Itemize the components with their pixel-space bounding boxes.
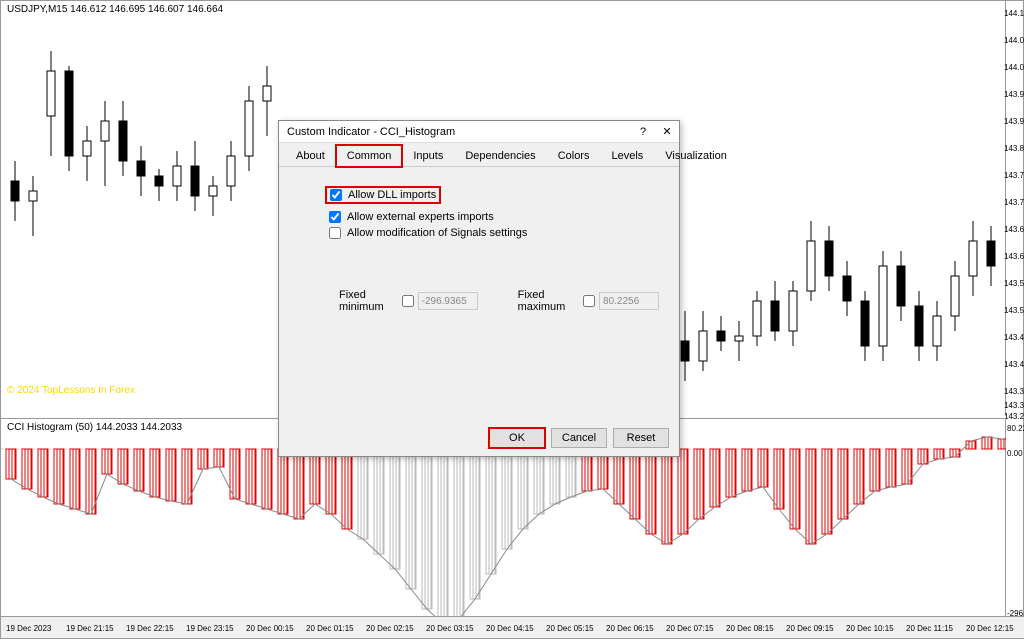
indicator-tick: 0.00 xyxy=(1007,449,1023,458)
fixed-maximum-group: Fixed maximum xyxy=(518,289,659,313)
price-tick: 143.960 xyxy=(1004,90,1024,99)
fixed-max-label: Fixed maximum xyxy=(518,289,579,313)
allow-dll-checkbox-row[interactable]: Allow DLL imports xyxy=(326,187,440,203)
time-tick: 20 Dec 03:15 xyxy=(426,624,474,633)
tab-common[interactable]: Common xyxy=(336,145,403,167)
indicator-scale: 80.22560.00-296.9365 xyxy=(1005,419,1024,619)
price-tick: 143.685 xyxy=(1004,225,1024,234)
app-window: USDJPY,M15 146.612 146.695 146.607 146.6… xyxy=(0,0,1024,639)
price-tick: 143.410 xyxy=(1004,360,1024,369)
price-tick: 143.630 xyxy=(1004,252,1024,261)
fixed-minimum-group: Fixed minimum xyxy=(339,289,478,313)
price-tick: 143.465 xyxy=(1004,333,1024,342)
price-scale: 144.125 144.070 144.015 143.960 143.905 143.8… xyxy=(1004,1,1023,416)
indicator-tick: 80.2256 xyxy=(1007,424,1024,433)
time-tick: 19 Dec 22:15 xyxy=(126,624,174,633)
cancel-button[interactable]: Cancel xyxy=(551,428,607,448)
allow-signals-checkbox-row[interactable]: Allow modification of Signals settings xyxy=(329,227,659,239)
allow-dll-checkbox[interactable] xyxy=(330,189,342,201)
tab-about[interactable]: About xyxy=(285,145,336,166)
dialog-tabstrip: AboutCommonInputsDependenciesColorsLevel… xyxy=(279,143,679,167)
time-axis: 19 Dec 2023 19 Dec 21:15 19 Dec 22:15 19 De… xyxy=(1,616,1024,638)
chart-symbol-title: USDJPY,M15 146.612 146.695 146.607 146.6… xyxy=(7,4,223,15)
time-tick: 20 Dec 02:15 xyxy=(366,624,414,633)
ok-button[interactable]: OK xyxy=(489,428,545,448)
allow-experts-label: Allow external experts imports xyxy=(347,211,494,223)
tab-levels[interactable]: Levels xyxy=(600,145,654,166)
reset-button[interactable]: Reset xyxy=(613,428,669,448)
tab-dependencies[interactable]: Dependencies xyxy=(454,145,546,166)
price-tick: 143.355 xyxy=(1004,387,1024,396)
dialog-button-bar: OK Cancel Reset xyxy=(489,428,669,448)
time-tick: 20 Dec 11:15 xyxy=(906,624,953,633)
time-tick: 20 Dec 09:15 xyxy=(786,624,834,633)
fixed-min-checkbox[interactable] xyxy=(402,295,414,307)
price-tick: 143.740 xyxy=(1004,198,1024,207)
time-tick: 20 Dec 08:15 xyxy=(726,624,774,633)
indicator-title: CCI Histogram (50) 144.2033 144.2033 xyxy=(7,422,182,433)
price-tick: 143.520 xyxy=(1004,306,1024,315)
allow-dll-label: Allow DLL imports xyxy=(348,189,436,201)
fixed-max-input[interactable] xyxy=(599,292,659,310)
fixed-max-checkbox[interactable] xyxy=(583,295,595,307)
fixed-range-row: Fixed minimum Fixed maximum xyxy=(339,289,659,313)
allow-signals-checkbox[interactable] xyxy=(329,227,341,239)
dialog-title: Custom Indicator - CCI_Histogram xyxy=(287,126,631,138)
close-icon[interactable]: ✕ xyxy=(655,121,679,143)
price-tick: 144.015 xyxy=(1004,63,1024,72)
allow-experts-checkbox-row[interactable]: Allow external experts imports xyxy=(329,211,659,223)
price-tick: 143.795 xyxy=(1004,171,1024,180)
time-tick: 19 Dec 23:15 xyxy=(186,624,234,633)
price-tick: 144.125 xyxy=(1004,9,1024,18)
watermark: © 2024 TopLessons In Forex xyxy=(7,385,135,396)
price-tick: 143.905 xyxy=(1004,117,1024,126)
price-tick: 143.850 xyxy=(1004,144,1024,153)
time-tick: 19 Dec 2023 xyxy=(6,624,51,633)
dialog-titlebar[interactable]: Custom Indicator - CCI_Histogram ? ✕ xyxy=(279,121,679,143)
time-tick: 20 Dec 04:15 xyxy=(486,624,534,633)
time-tick: 20 Dec 06:15 xyxy=(606,624,654,633)
allow-signals-label: Allow modification of Signals settings xyxy=(347,227,527,239)
time-tick: 20 Dec 01:15 xyxy=(306,624,354,633)
price-tick: 143.575 xyxy=(1004,279,1024,288)
fixed-min-label: Fixed minimum xyxy=(339,289,398,313)
allow-experts-checkbox[interactable] xyxy=(329,211,341,223)
tab-visualization[interactable]: Visualization xyxy=(654,145,738,166)
tab-colors[interactable]: Colors xyxy=(547,145,601,166)
time-tick: 19 Dec 21:15 xyxy=(66,624,114,633)
fixed-min-input[interactable] xyxy=(418,292,478,310)
time-tick: 20 Dec 05:15 xyxy=(546,624,594,633)
indicator-properties-dialog: Custom Indicator - CCI_Histogram ? ✕ Abo… xyxy=(278,120,680,457)
price-tick: 143.300 xyxy=(1004,401,1024,410)
help-icon[interactable]: ? xyxy=(631,121,655,143)
time-tick: 20 Dec 07:15 xyxy=(666,624,714,633)
time-tick: 20 Dec 10:15 xyxy=(846,624,894,633)
dialog-body: Allow DLL imports Allow external experts… xyxy=(279,167,679,415)
price-tick: 144.070 xyxy=(1004,36,1024,45)
tab-inputs[interactable]: Inputs xyxy=(402,145,454,166)
time-tick: 20 Dec 12:15 xyxy=(966,624,1014,633)
time-tick: 20 Dec 00:15 xyxy=(246,624,294,633)
